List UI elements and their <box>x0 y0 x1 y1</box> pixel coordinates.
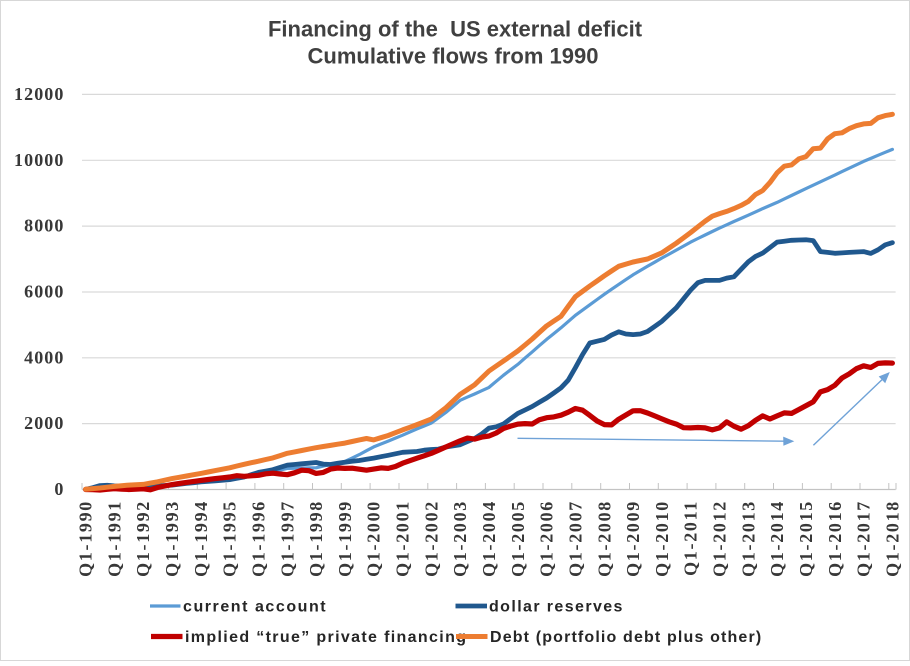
svg-text:Q1-2014: Q1-2014 <box>767 500 787 577</box>
svg-text:Financing of the US external: Financing of the US external deficit <box>268 17 643 42</box>
svg-text:implied “true” private financi: implied “true” private financing <box>185 629 467 646</box>
svg-text:0: 0 <box>54 479 64 499</box>
svg-text:Debt (portfolio debt plus othe: Debt (portfolio debt plus other) <box>490 629 762 646</box>
svg-text:Q1-2008: Q1-2008 <box>594 500 614 577</box>
svg-text:4000: 4000 <box>24 347 64 367</box>
svg-text:Q1-2004: Q1-2004 <box>479 500 499 577</box>
svg-text:Q1-2012: Q1-2012 <box>710 500 730 577</box>
svg-text:Q1-1992: Q1-1992 <box>133 500 153 577</box>
svg-text:Cumulative flows from 1990: Cumulative flows from 1990 <box>308 44 599 69</box>
svg-text:Q1-1997: Q1-1997 <box>277 500 297 577</box>
svg-text:Q1-2011: Q1-2011 <box>681 500 701 576</box>
svg-text:Q1-1998: Q1-1998 <box>306 500 326 577</box>
svg-text:Q1-2009: Q1-2009 <box>623 500 643 577</box>
svg-text:Q1-2017: Q1-2017 <box>854 500 874 577</box>
svg-text:Q1-2005: Q1-2005 <box>508 500 528 577</box>
svg-text:Q1-2016: Q1-2016 <box>825 500 845 577</box>
svg-text:12000: 12000 <box>14 84 65 104</box>
svg-text:Q1-2003: Q1-2003 <box>450 500 470 577</box>
svg-text:6000: 6000 <box>24 282 64 302</box>
svg-text:Q1-1990: Q1-1990 <box>76 500 96 577</box>
svg-text:Q1-2006: Q1-2006 <box>537 500 557 577</box>
svg-text:Q1-1995: Q1-1995 <box>220 500 240 577</box>
svg-text:8000: 8000 <box>24 216 64 236</box>
svg-text:Q1-1991: Q1-1991 <box>104 500 124 577</box>
svg-text:Q1-2001: Q1-2001 <box>393 500 413 577</box>
svg-text:dollar reserves: dollar reserves <box>489 599 624 616</box>
svg-text:Q1-2018: Q1-2018 <box>882 500 902 577</box>
svg-text:Q1-1994: Q1-1994 <box>191 500 211 577</box>
svg-text:Q1-1993: Q1-1993 <box>162 500 182 577</box>
svg-text:2000: 2000 <box>24 413 64 433</box>
svg-text:current account: current account <box>183 599 327 616</box>
svg-text:Q1-2013: Q1-2013 <box>738 500 758 577</box>
svg-text:Q1-1999: Q1-1999 <box>335 500 355 577</box>
svg-text:Q1-2002: Q1-2002 <box>421 500 441 577</box>
svg-text:Q1-2007: Q1-2007 <box>565 500 585 577</box>
svg-text:Q1-2015: Q1-2015 <box>796 500 816 577</box>
svg-text:Q1-2010: Q1-2010 <box>652 500 672 577</box>
svg-text:Q1-2000: Q1-2000 <box>364 500 384 577</box>
svg-text:10000: 10000 <box>14 150 65 170</box>
svg-text:Q1-1996: Q1-1996 <box>249 500 269 577</box>
